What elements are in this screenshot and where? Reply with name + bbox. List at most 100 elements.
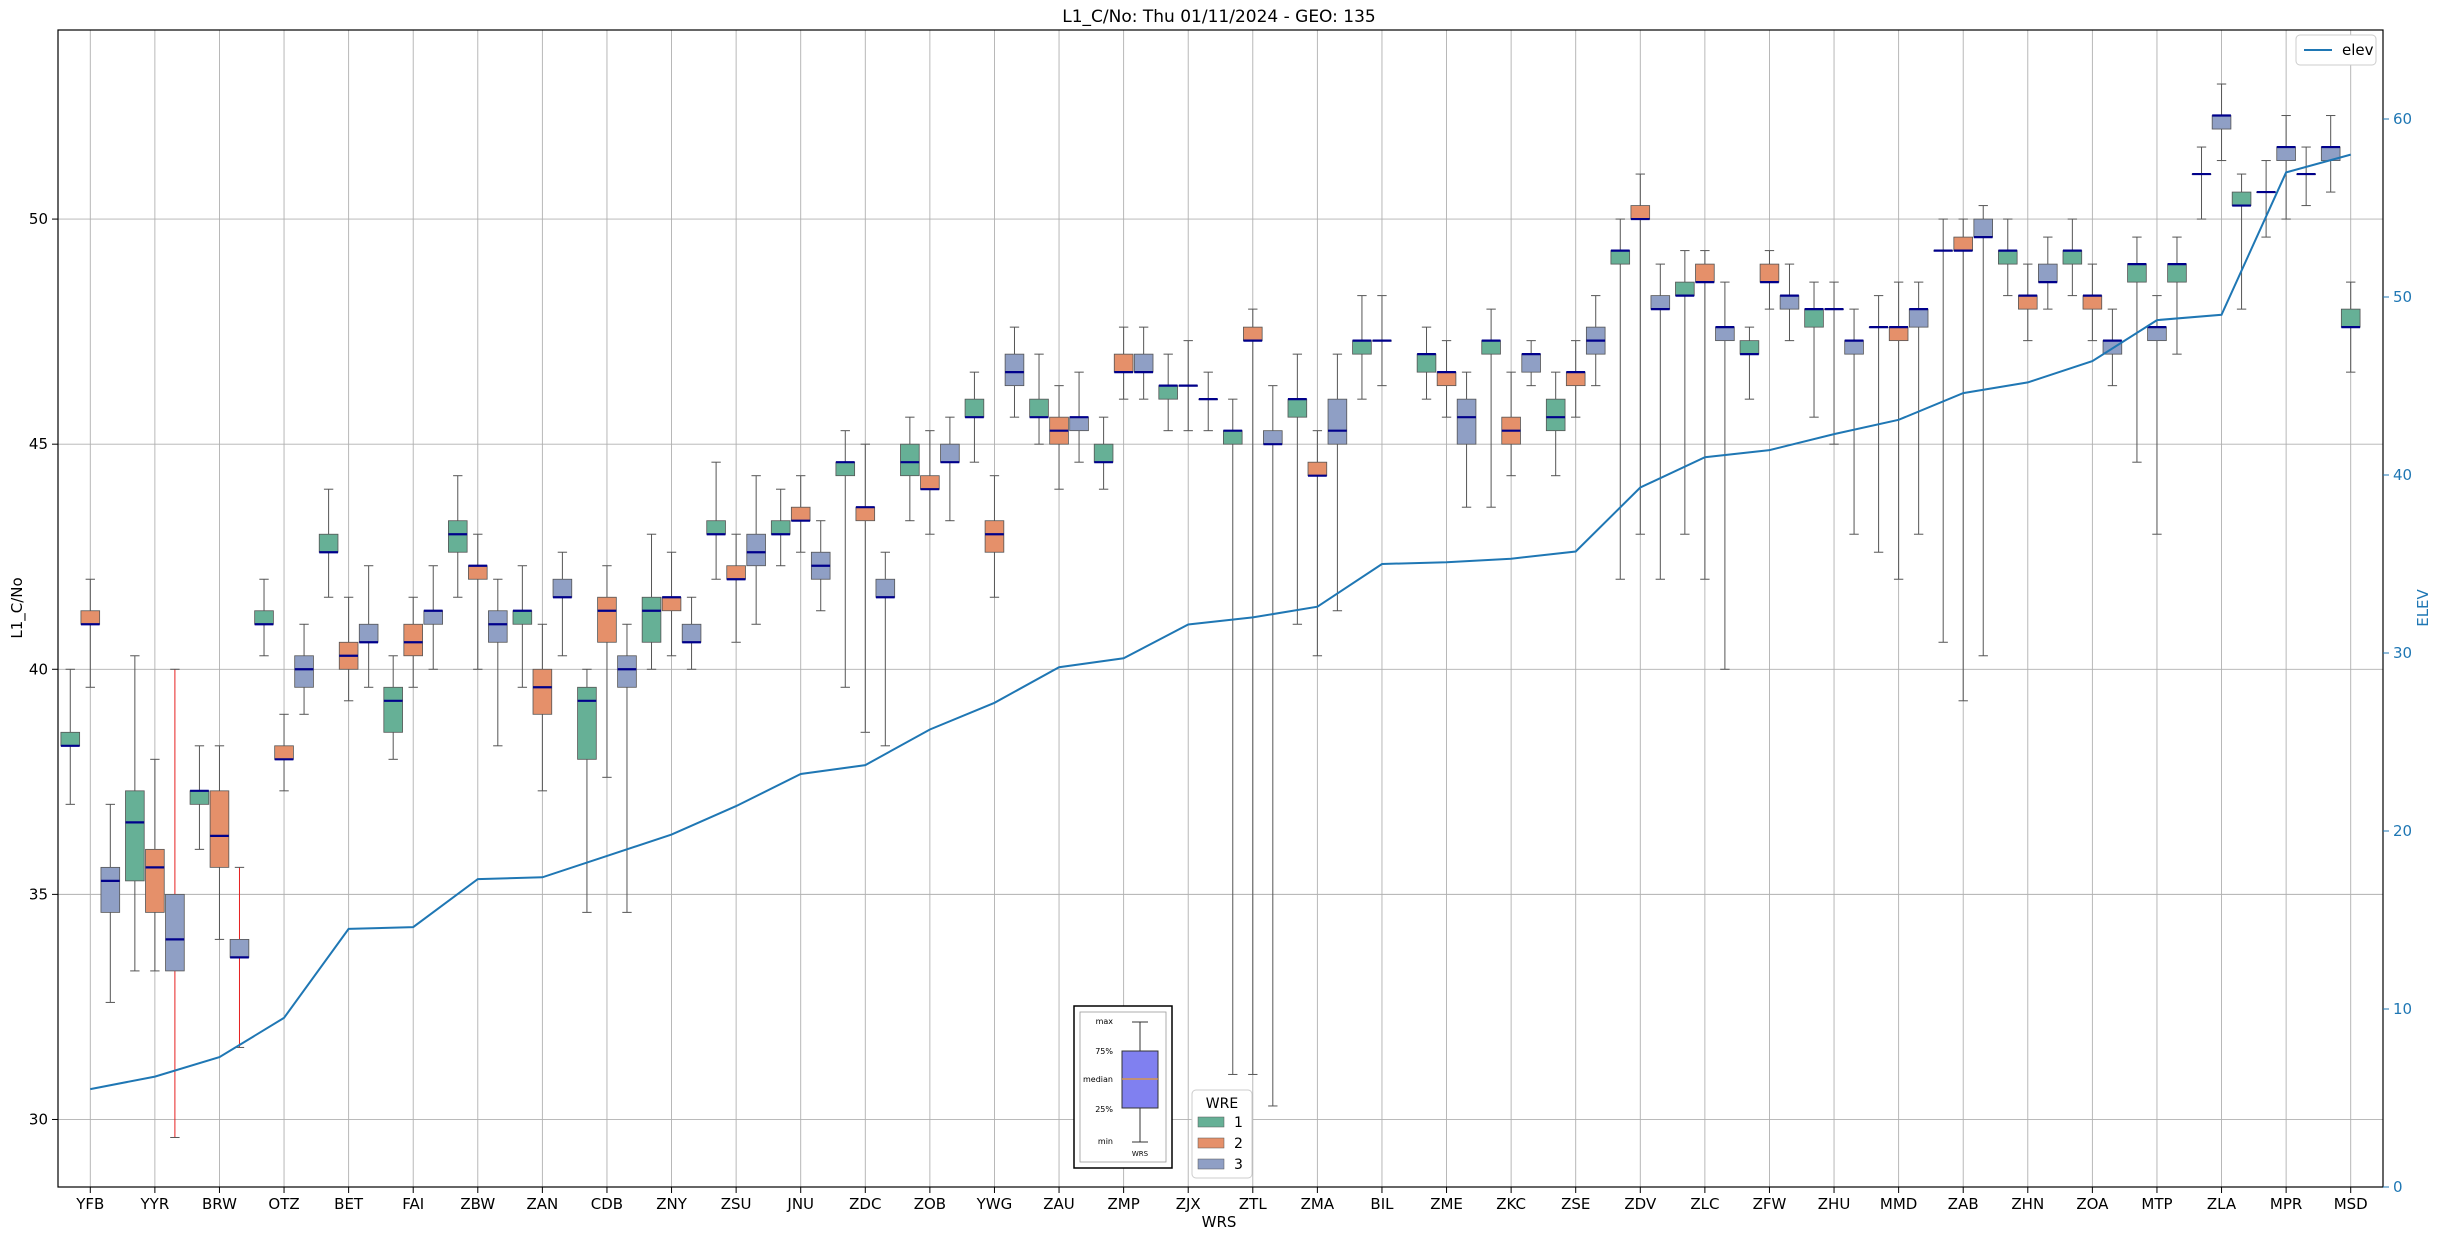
box-body [770,520,791,535]
x-tick-label: ZLC [1690,1195,1719,1213]
box-body [2147,326,2167,342]
axes: YFB YYR BRW OTZ BET FAI ZBW ZAN CDB ZNY ZSU JNU ZDC Z… [29,110,2412,1213]
box-body [2276,146,2296,161]
wre-legend-label-3: 3 [1234,1157,1243,1173]
box-body [60,731,81,747]
x-tick-label: YYR [140,1195,170,1213]
box-body [274,745,294,760]
y-tick-label: 30 [29,1110,48,1128]
box-body [1436,371,1457,387]
x-tick-label: ZLA [2207,1195,2237,1213]
box-body [1565,371,1586,387]
y-tick-label: 40 [29,660,48,678]
x-tick-label: ZOB [914,1195,946,1213]
box-body [1779,295,1800,310]
x-tick-label: ZDC [849,1195,881,1213]
inset-label-q1: 25% [1095,1105,1113,1114]
y2-tick-label: 10 [2393,1000,2412,1018]
box-body [1998,250,2018,265]
box-body [2062,250,2083,265]
box-body [940,443,960,463]
box-body [125,790,145,882]
inset-label-q3: 75% [1095,1047,1113,1056]
box-body [1804,308,1824,328]
box-body [1759,263,1780,283]
box-body [984,520,1005,553]
x-tick-label: YFB [75,1195,104,1213]
box-body [1456,398,1477,445]
box-body [1739,340,1760,355]
y2-tick-label: 40 [2393,466,2412,484]
box-body [1908,308,1929,328]
inset-label-max: max [1096,1017,1114,1026]
box-body [1069,416,1089,432]
x-tick-label: BRW [202,1195,237,1213]
grid [58,30,2383,1187]
box-body [1545,398,1566,432]
box-body [726,565,746,580]
box-body [597,596,617,643]
box-body [1113,353,1134,373]
box-body [2211,115,2232,130]
y-axis-title: L1_C/No [8,577,27,638]
inset-label-median: median [1083,1075,1113,1084]
x-tick-label: ZTL [1239,1195,1267,1213]
box-body [229,938,250,958]
box-legend-inset: max 75% median 25% min WRS [1073,1005,1173,1169]
y2-axis-title: ELEV [2414,588,2432,626]
x-tick-label: ZSE [1561,1195,1590,1213]
box-body [2082,295,2103,310]
box-body [1158,385,1178,400]
box-body [254,610,274,625]
box-body [448,520,468,553]
box-body [294,655,314,688]
box-body [617,655,637,688]
x-tick-label: ZME [1430,1195,1463,1213]
box-body [641,596,662,643]
x-tick-label: JNU [786,1195,814,1213]
box-body [1263,430,1283,445]
wre-legend-swatch-2 [1197,1137,1225,1149]
box-body [835,461,856,477]
x-tick-label: ZFW [1753,1195,1787,1213]
box-body [1029,398,1049,418]
x-tick-label: ZAU [1043,1195,1075,1213]
box-body [2231,191,2252,206]
wre-legend-title: WRE [1206,1096,1238,1112]
y2-tick-label: 20 [2393,822,2412,840]
x-tick-label: ZAB [1948,1195,1979,1213]
box-body [1675,281,1695,297]
box-body [964,398,985,418]
box-body [1223,430,1243,445]
y-tick-label: 45 [29,435,48,453]
box-body [706,520,726,535]
box-body [2127,263,2147,283]
x-tick-label: ZJX [1176,1195,1201,1213]
x-tick-label: ZAN [526,1195,558,1213]
box-body [100,866,121,913]
box-body [1243,326,1263,342]
box-body [383,686,403,733]
x-tick-label: ZBW [460,1195,495,1213]
box-body [920,475,940,490]
box-body [2340,308,2361,328]
box-body [2038,263,2058,283]
box-body [1287,398,1308,418]
box-body [1650,295,1671,310]
x-tick-label: FAI [402,1195,424,1213]
box-body [468,565,488,580]
x-tick-label: ZDV [1624,1195,1657,1213]
x-tick-label: ZNY [656,1195,687,1213]
box-body [1953,236,1973,251]
box-body [209,790,230,868]
box-body [790,506,811,522]
box-body [358,623,379,643]
box-body [1307,461,1328,477]
x-tick-label: OTZ [268,1195,299,1213]
box-body [1093,443,1114,463]
x-tick-label: ZHN [2011,1195,2044,1213]
box-body [488,610,508,643]
box-body [855,506,876,522]
box-body [318,533,339,553]
